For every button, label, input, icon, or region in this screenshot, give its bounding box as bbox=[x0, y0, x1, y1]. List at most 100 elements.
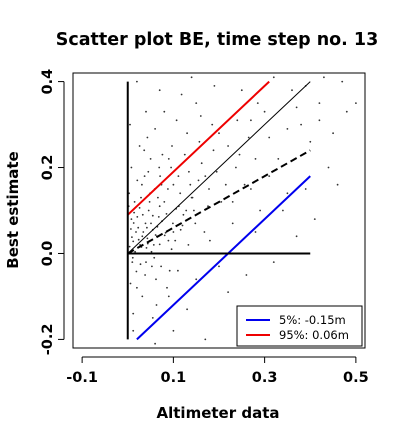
data-point bbox=[203, 231, 206, 233]
data-point bbox=[286, 127, 289, 130]
data-point bbox=[165, 213, 168, 215]
data-point bbox=[189, 183, 192, 186]
data-point bbox=[263, 110, 266, 113]
data-point bbox=[136, 179, 139, 182]
data-point bbox=[207, 205, 209, 208]
data-point bbox=[168, 269, 171, 272]
data-point bbox=[250, 119, 252, 122]
x-axis-label: Altimeter data bbox=[157, 404, 280, 422]
data-point bbox=[197, 179, 200, 182]
x-tick-label: -0.1 bbox=[66, 370, 98, 386]
series-line bbox=[127, 81, 311, 254]
data-point bbox=[171, 145, 173, 147]
data-point bbox=[209, 239, 211, 242]
data-point bbox=[143, 175, 146, 178]
data-point bbox=[134, 250, 137, 253]
data-point bbox=[177, 175, 180, 178]
data-point bbox=[238, 153, 241, 156]
data-point bbox=[131, 256, 134, 259]
data-point bbox=[157, 216, 160, 218]
data-point bbox=[254, 231, 257, 233]
data-point bbox=[199, 115, 202, 117]
data-point bbox=[137, 238, 140, 241]
data-point bbox=[172, 222, 174, 225]
data-point bbox=[132, 329, 135, 332]
data-point bbox=[170, 166, 173, 169]
data-point bbox=[151, 265, 153, 268]
data-point bbox=[240, 89, 243, 92]
data-point bbox=[268, 175, 271, 178]
data-point bbox=[195, 102, 198, 104]
data-point bbox=[132, 312, 135, 315]
data-point bbox=[213, 85, 216, 87]
data-point bbox=[164, 231, 167, 234]
data-point bbox=[282, 209, 284, 212]
y-axis: -0.2 0.0 0.2 0.4 bbox=[40, 69, 65, 356]
data-point bbox=[166, 286, 168, 289]
data-point bbox=[133, 211, 136, 214]
series-line bbox=[136, 175, 311, 341]
data-point bbox=[268, 136, 271, 139]
data-point bbox=[146, 226, 148, 229]
data-point bbox=[147, 209, 150, 212]
data-point bbox=[181, 224, 184, 227]
data-point bbox=[154, 234, 157, 236]
data-point bbox=[256, 102, 259, 104]
data-point bbox=[155, 278, 157, 281]
reference-lines bbox=[126, 80, 311, 341]
data-point bbox=[138, 207, 141, 209]
data-point bbox=[336, 183, 339, 186]
data-point bbox=[332, 132, 334, 135]
data-point bbox=[154, 342, 157, 345]
data-point bbox=[177, 269, 179, 272]
data-point bbox=[145, 261, 147, 263]
data-point bbox=[138, 145, 141, 147]
data-point bbox=[295, 106, 298, 109]
data-point bbox=[235, 166, 237, 169]
x-axis: -0.1 0.1 0.3 0.5 bbox=[66, 356, 369, 386]
scatter-points bbox=[127, 76, 357, 345]
data-point bbox=[182, 213, 185, 216]
data-point bbox=[151, 214, 154, 217]
data-point bbox=[141, 183, 143, 186]
data-point bbox=[254, 158, 257, 160]
data-point bbox=[151, 317, 154, 319]
data-point bbox=[186, 132, 189, 135]
data-point bbox=[163, 110, 166, 113]
data-point bbox=[211, 123, 214, 126]
x-tick-label: 0.3 bbox=[252, 370, 278, 386]
data-point bbox=[172, 183, 175, 186]
data-point bbox=[131, 236, 133, 239]
data-point bbox=[137, 226, 140, 229]
data-point bbox=[190, 76, 193, 79]
data-point bbox=[295, 235, 298, 238]
data-point bbox=[154, 127, 157, 130]
data-point bbox=[186, 308, 189, 311]
data-point bbox=[259, 209, 261, 212]
data-point bbox=[150, 250, 153, 253]
data-point bbox=[144, 222, 147, 225]
data-point bbox=[236, 119, 239, 122]
data-point bbox=[300, 123, 302, 126]
data-point bbox=[208, 188, 210, 190]
data-point bbox=[174, 239, 177, 242]
y-tick-label: -0.2 bbox=[40, 324, 56, 356]
data-point bbox=[193, 209, 195, 212]
data-point bbox=[286, 192, 289, 195]
data-point bbox=[318, 119, 321, 122]
y-tick-label: 0.0 bbox=[40, 241, 56, 267]
data-point bbox=[146, 237, 149, 240]
data-point bbox=[191, 196, 194, 199]
data-point bbox=[150, 222, 152, 225]
y-tick-label: 0.4 bbox=[40, 69, 56, 95]
data-point bbox=[313, 218, 316, 221]
legend-box bbox=[236, 305, 363, 347]
data-point bbox=[323, 76, 325, 79]
data-point bbox=[135, 270, 138, 273]
data-point bbox=[345, 110, 348, 113]
data-point bbox=[157, 196, 159, 199]
data-point bbox=[167, 239, 170, 242]
x-tick-label: 0.1 bbox=[161, 370, 187, 386]
data-point bbox=[132, 240, 135, 243]
